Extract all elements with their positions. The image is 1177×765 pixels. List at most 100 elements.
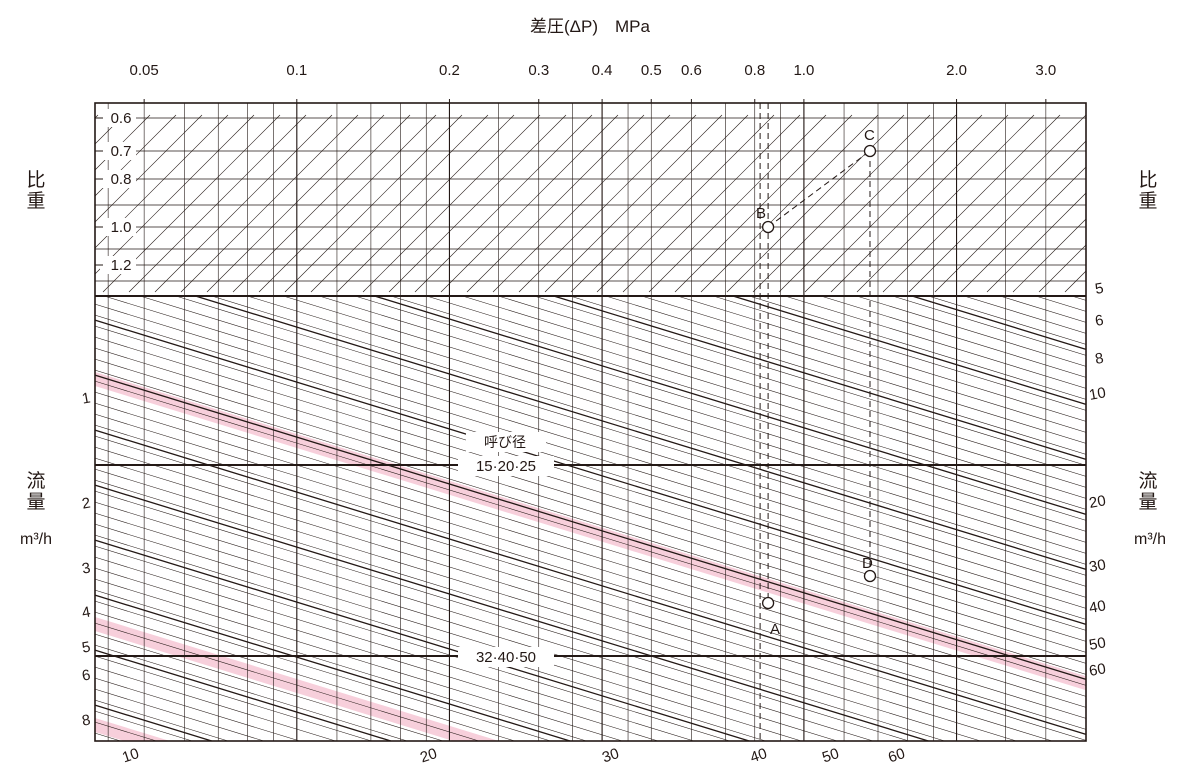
flow-diagonal — [94, 688, 264, 742]
flow-tick-left: 6 — [81, 666, 92, 684]
flow-diagonal — [354, 295, 1087, 521]
point-label-c: C — [864, 127, 875, 144]
gravity-diagonal — [960, 166, 1087, 293]
flow-diagonal — [94, 402, 1087, 708]
svg-text:重: 重 — [1138, 190, 1157, 212]
gravity-diagonal — [362, 114, 541, 293]
point-d — [863, 569, 877, 583]
axis-label-flow-right: 流 量 — [1138, 470, 1157, 513]
flow-diagonal — [964, 295, 1087, 334]
gravity-diagonal — [856, 114, 1035, 293]
flow-diagonal — [462, 295, 1087, 488]
flow-diagonal — [94, 644, 408, 742]
gravity-diagonal — [1038, 244, 1087, 293]
flow-diagonal — [928, 295, 1087, 345]
flow-diagonal-major — [94, 704, 212, 742]
gravity-tick-label: 1.2 — [111, 257, 132, 274]
flow-diagonal — [139, 295, 1087, 587]
top-tick-label: 0.6 — [681, 62, 702, 79]
gravity-tick-bg — [100, 256, 136, 274]
top-tick-label: 0.05 — [130, 62, 159, 79]
flow-diagonal — [534, 295, 1087, 466]
flow-diagonal — [94, 556, 694, 742]
flow-diagonal — [94, 732, 121, 742]
flow-diagonal — [94, 534, 766, 742]
flow-diagonal — [94, 600, 551, 742]
flow-diagonal — [94, 424, 1087, 730]
gravity-diagonal — [414, 114, 593, 293]
flow-diagonal — [94, 622, 479, 742]
gravity-diagonal — [752, 114, 931, 293]
nominal-size-labels: 呼び径 15·20·25 32·40·50 — [458, 432, 554, 667]
flow-unit-left: m³/h — [20, 531, 52, 548]
axis-label-flow-left: 流 量 — [26, 470, 45, 513]
point-a — [761, 596, 775, 610]
flow-tick-bottom: 20 — [418, 745, 439, 765]
gravity-tick-bg — [100, 142, 136, 160]
flow-diagonal-major — [94, 649, 392, 742]
top-tick-label: 0.3 — [528, 62, 549, 79]
flow-diagonal — [999, 295, 1087, 323]
example-point-labels: A B C D — [756, 127, 875, 638]
top-tick-label: 0.4 — [592, 62, 613, 79]
point-b — [761, 220, 775, 234]
example-dashed-diagonal — [767, 150, 871, 228]
flow-diagonal — [784, 295, 1087, 389]
gravity-diagonal — [232, 114, 411, 293]
flow-diagonal — [94, 710, 193, 742]
svg-text:流: 流 — [26, 470, 45, 492]
flow-tick-bottom: 10 — [120, 745, 141, 765]
flow-diagonal — [677, 295, 1087, 422]
gravity-diagonal — [830, 114, 1009, 293]
gravity-diagonal — [1012, 218, 1087, 293]
flow-diagonal-major — [553, 295, 1087, 461]
flow-diagonal — [319, 295, 1087, 532]
flow-tick-bottom: 30 — [600, 745, 621, 765]
grid-lines — [95, 103, 1086, 741]
flow-tick-bottom: 40 — [748, 745, 769, 765]
gravity-diagonal — [570, 114, 749, 293]
point-label-b: B — [756, 205, 766, 222]
flow-diagonal — [820, 295, 1087, 378]
gravity-tick-bg — [100, 109, 136, 127]
flow-diagonal — [498, 295, 1087, 477]
gravity-diagonal — [674, 114, 853, 293]
gravity-diagonal — [440, 114, 619, 293]
gravity-diagonal — [466, 114, 645, 293]
highlight-band-3 — [95, 718, 170, 741]
flow-unit-right: m³/h — [1134, 531, 1166, 548]
flow-tick-left: 2 — [81, 494, 92, 512]
flow-diagonal — [390, 295, 1087, 510]
top-tick-label: 0.2 — [439, 62, 460, 79]
flow-diagonal-major — [94, 484, 929, 742]
gravity-diagonal — [180, 114, 359, 293]
frame — [94, 102, 1087, 742]
flow-diagonal — [94, 666, 336, 742]
flow-diagonal — [856, 295, 1087, 367]
flow-diagonal — [94, 545, 730, 742]
gravity-diagonal — [206, 114, 385, 293]
flow-diagonal — [211, 295, 1087, 565]
highlight-band-2 — [95, 617, 499, 741]
flow-diagonal — [94, 391, 1087, 697]
top-tick-label: 0.5 — [641, 62, 662, 79]
flow-diagonal — [94, 358, 1087, 664]
gravity-diagonal — [518, 114, 697, 293]
point-label-a: A — [770, 621, 780, 638]
flow-diagonal — [94, 325, 1087, 631]
gravity-diagonal — [778, 114, 957, 293]
top-tick-label: 0.8 — [744, 62, 765, 79]
flow-diagonal — [94, 589, 587, 742]
flow-diagonal — [94, 303, 1087, 609]
axis-label-gravity-right: 比 重 — [1138, 169, 1157, 212]
flow-diagonal-major — [911, 295, 1087, 351]
flow-diagonal — [94, 699, 229, 742]
gravity-tick-label: 1.0 — [111, 219, 132, 236]
svg-text:重: 重 — [26, 190, 45, 212]
top-tick-label: 2.0 — [946, 62, 967, 79]
flow-diagonal — [94, 314, 1087, 620]
flow-diagonal — [94, 336, 1087, 642]
flow-diagonal — [94, 611, 515, 742]
flow-tick-right: 50 — [1088, 634, 1107, 654]
